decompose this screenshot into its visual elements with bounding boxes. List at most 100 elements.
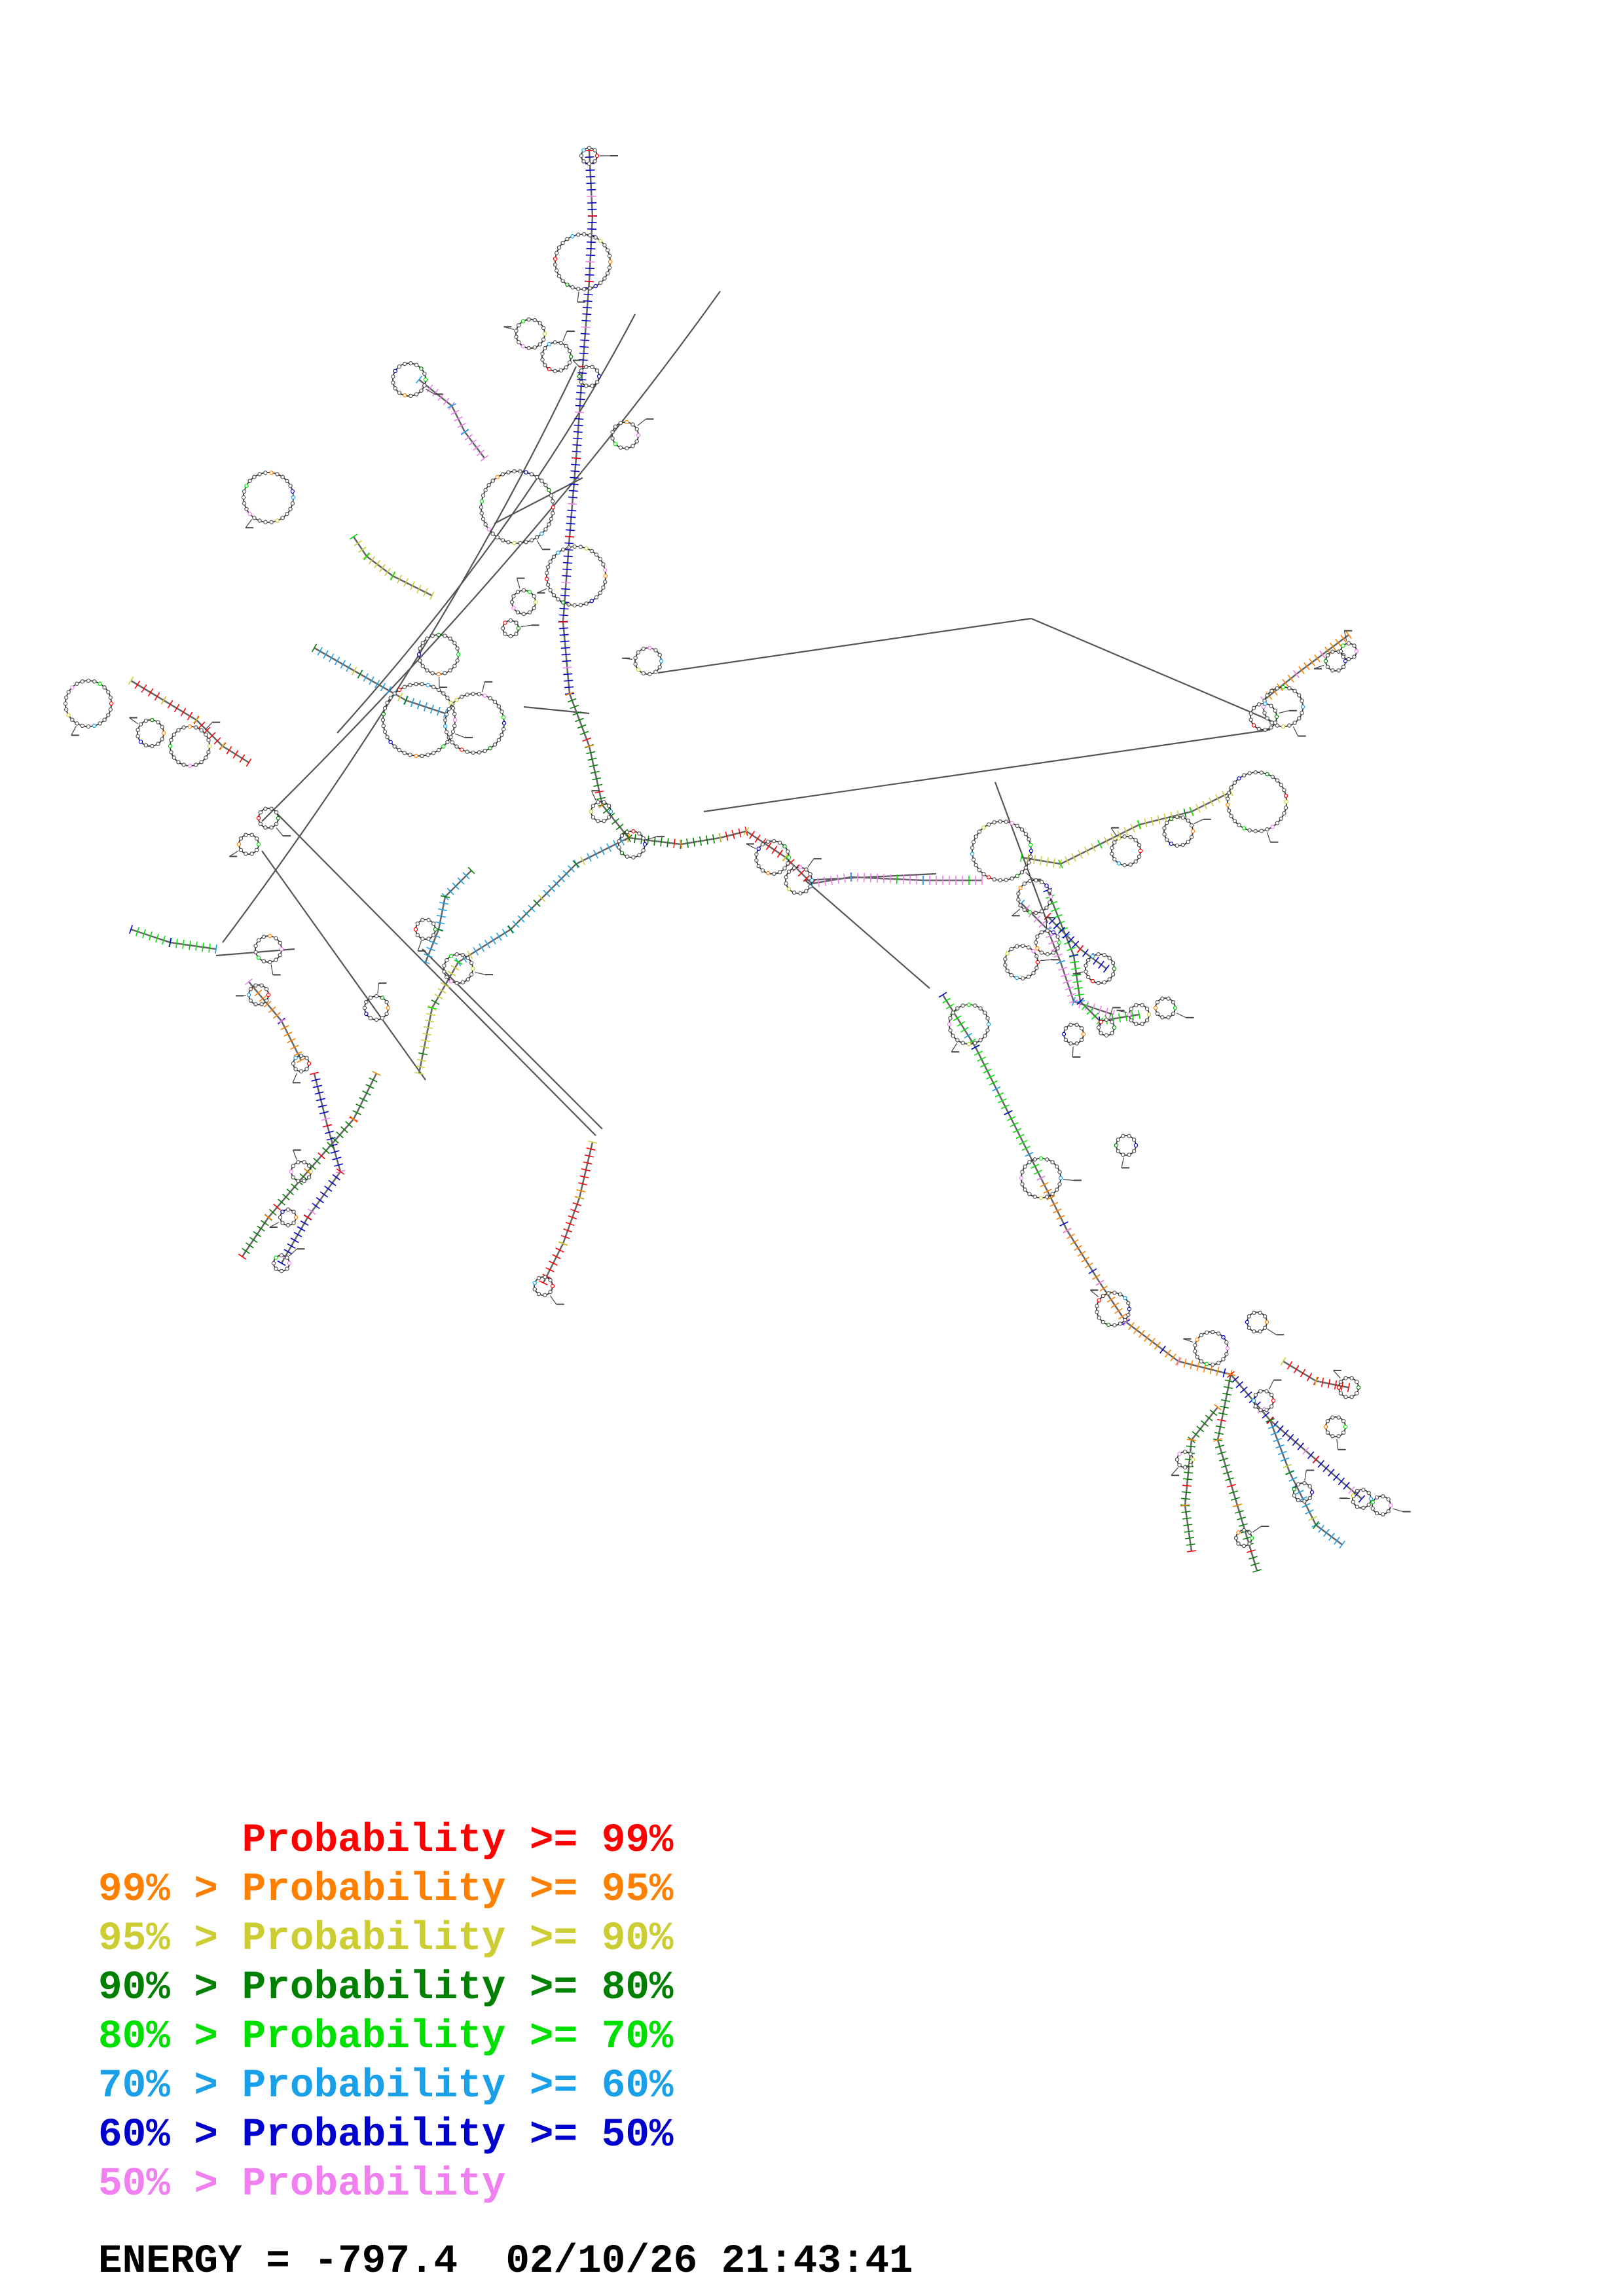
nucleotide: [540, 357, 545, 362]
nucleotide: [242, 501, 247, 506]
base-pair: [1318, 1524, 1324, 1534]
nucleotide: [1262, 1314, 1267, 1319]
nucleotide: [1193, 1343, 1197, 1348]
base-pair: [558, 620, 568, 623]
base-pair: [563, 673, 573, 675]
base-pair: [440, 895, 450, 899]
base-pair: [594, 790, 604, 794]
nucleotide: [1199, 1333, 1204, 1338]
base-pair: [533, 899, 541, 907]
nucleotide: [1173, 1005, 1178, 1011]
base-pair: [1285, 1470, 1294, 1475]
nucleotide: [247, 478, 252, 484]
nucleotide: [181, 725, 186, 730]
nucleotide: [465, 692, 469, 697]
rna-secondary-structure-diagram: [63, 145, 1411, 1573]
nucleotide: [1118, 1321, 1123, 1326]
nucleotide: [460, 747, 464, 752]
base-pair: [1196, 1361, 1200, 1371]
nucleotide: [1343, 1376, 1348, 1380]
nucleotide: [1045, 952, 1050, 957]
base-pair: [293, 1232, 302, 1238]
base-pair: [564, 542, 574, 545]
nucleotide: [1221, 1357, 1226, 1361]
base-pair: [1270, 1431, 1280, 1436]
nucleotide: [553, 262, 558, 267]
base-pair: [462, 872, 470, 880]
nucleotide: [1110, 852, 1114, 856]
nucleotide: [514, 329, 519, 333]
nucleotide: [1249, 717, 1253, 723]
nucleotide: [1341, 655, 1345, 659]
nucleotide: [425, 636, 429, 641]
base-pair: [1139, 1329, 1145, 1338]
nucleotide: [368, 996, 373, 1000]
nucleotide: [1264, 1408, 1269, 1412]
nucleotide: [1269, 725, 1273, 730]
nucleotide: [176, 760, 181, 764]
position-tick: [637, 418, 646, 426]
base-pair: [971, 1045, 980, 1050]
nucleotide: [204, 732, 208, 737]
nucleotide: [1245, 1319, 1250, 1325]
position-tick: [377, 983, 379, 994]
base-pair: [1086, 1007, 1094, 1015]
nucleotide: [641, 836, 646, 840]
base-pair: [1063, 980, 1072, 984]
nucleotide: [549, 493, 554, 498]
nucleotide: [1112, 1025, 1117, 1030]
base-pair: [1074, 987, 1084, 990]
nucleotide: [1051, 930, 1056, 935]
nucleotide: [1224, 1352, 1229, 1357]
base-pair: [1314, 1376, 1318, 1386]
base-pair: [738, 828, 742, 838]
nucleotide: [985, 1028, 990, 1033]
nucleotide: [422, 371, 427, 376]
nucleotide: [1102, 952, 1107, 958]
nucleotide: [1074, 1022, 1079, 1027]
nucleotide: [1282, 788, 1286, 793]
base-pair: [415, 376, 423, 384]
nucleotide: [625, 420, 629, 425]
nucleotide: [1388, 1503, 1393, 1508]
base-pair: [167, 700, 173, 709]
nucleotide: [756, 846, 761, 852]
nucleotide: [1224, 1340, 1229, 1345]
nucleotide: [543, 483, 548, 488]
base-pair: [1227, 1484, 1236, 1488]
nucleotide: [1346, 641, 1351, 646]
nucleotide: [532, 317, 538, 323]
nucleotide: [1386, 1497, 1391, 1502]
base-pair: [1183, 1358, 1187, 1368]
nucleotide: [594, 595, 599, 600]
nucleotide: [441, 691, 446, 696]
nucleotide: [529, 538, 534, 543]
base-pair: [437, 908, 448, 912]
base-pair: [1025, 1151, 1034, 1157]
nucleotide: [430, 671, 435, 675]
nucleotide: [296, 1179, 301, 1183]
nucleotide: [1351, 1499, 1355, 1504]
nucleotide: [578, 545, 583, 549]
base-pair: [725, 831, 729, 841]
base-pair: [1091, 1003, 1095, 1013]
base-pair: [1298, 666, 1305, 675]
base-pair: [1043, 1189, 1052, 1194]
base-pair: [1219, 1458, 1228, 1462]
base-pair: [435, 921, 445, 925]
nucleotide: [1121, 1153, 1125, 1157]
nucleotide: [760, 842, 765, 847]
nucleotide: [606, 815, 611, 820]
nucleotide: [1247, 828, 1252, 833]
base-pair: [837, 874, 839, 884]
nucleotide: [1009, 973, 1014, 978]
position-tick: [204, 722, 213, 730]
base-pair: [1252, 1569, 1262, 1573]
nucleotide: [1361, 1505, 1366, 1510]
base-pair: [414, 1071, 424, 1075]
base-pair: [577, 372, 587, 374]
nucleotide: [1287, 723, 1292, 728]
nucleotide: [1005, 951, 1010, 956]
base-pair: [313, 1157, 321, 1165]
base-pair: [552, 1254, 561, 1259]
